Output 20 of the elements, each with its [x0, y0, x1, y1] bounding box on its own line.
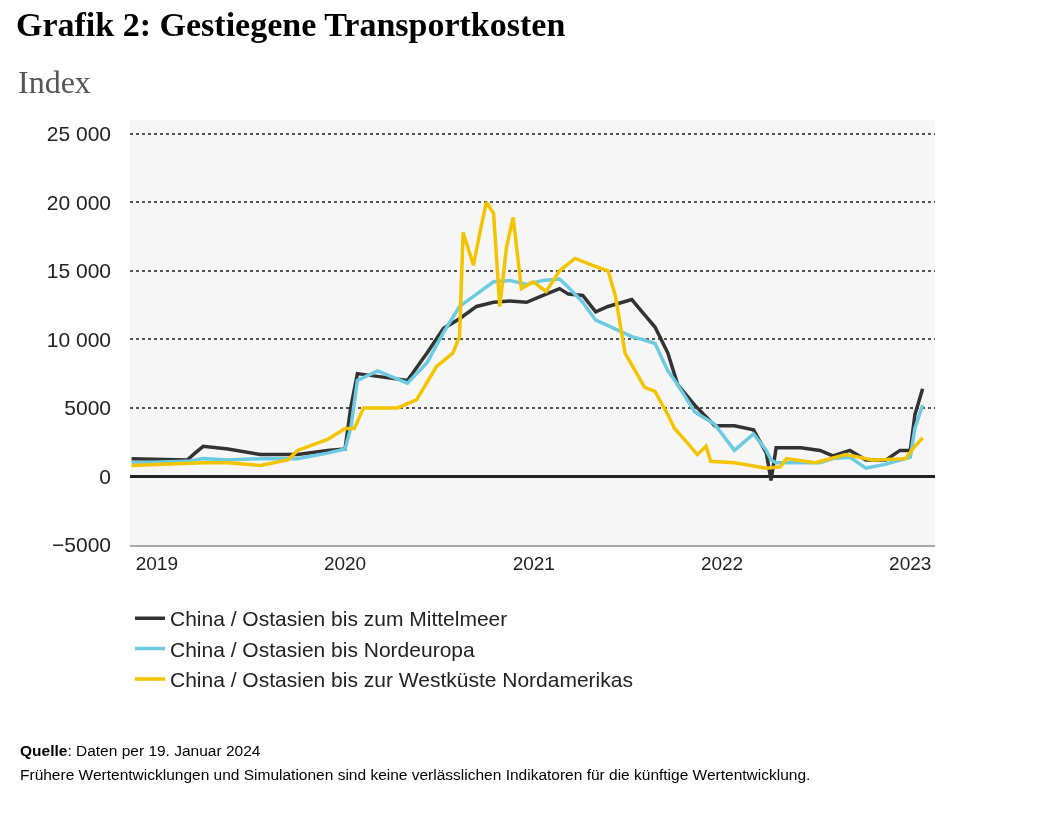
chart-title: Grafik 2: Gestiegene Transportkosten [16, 5, 566, 43]
legend-label: China / Ostasien bis zur Westküste Nordamerikas [170, 668, 633, 692]
chart-subtitle: Index [18, 64, 91, 100]
y-tick-label: 25 000 [46, 122, 111, 146]
x-tick-label: 2022 [700, 552, 744, 574]
text: Frühere Wertentwicklungen und Simulationen sind keine verlässlichen Indikatoren für die künftige Wertentwicklung. [20, 766, 811, 783]
x-tick-label: 2023 [889, 552, 932, 574]
y-tick-label: 0 [99, 464, 111, 488]
source-note: Quelle: Daten per 19. Januar 2024 [20, 742, 261, 759]
x-tick-label: 2019 [135, 552, 178, 574]
y-tick-label: 5000 [64, 396, 111, 420]
legend-label: China / Ostasien bis zum Mittelmeer [170, 607, 508, 631]
y-tick-label: −5000 [52, 533, 111, 557]
y-tick-label: 10 000 [46, 327, 111, 351]
y-tick-label: 20 000 [46, 190, 111, 214]
y-tick-label: 15 000 [46, 259, 111, 283]
x-tick-label: 2020 [323, 552, 367, 574]
x-tick-label: 2021 [512, 552, 555, 574]
line-series [130, 200, 925, 470]
legend-label: China / Ostasien bis Nordeuropa [170, 637, 475, 661]
